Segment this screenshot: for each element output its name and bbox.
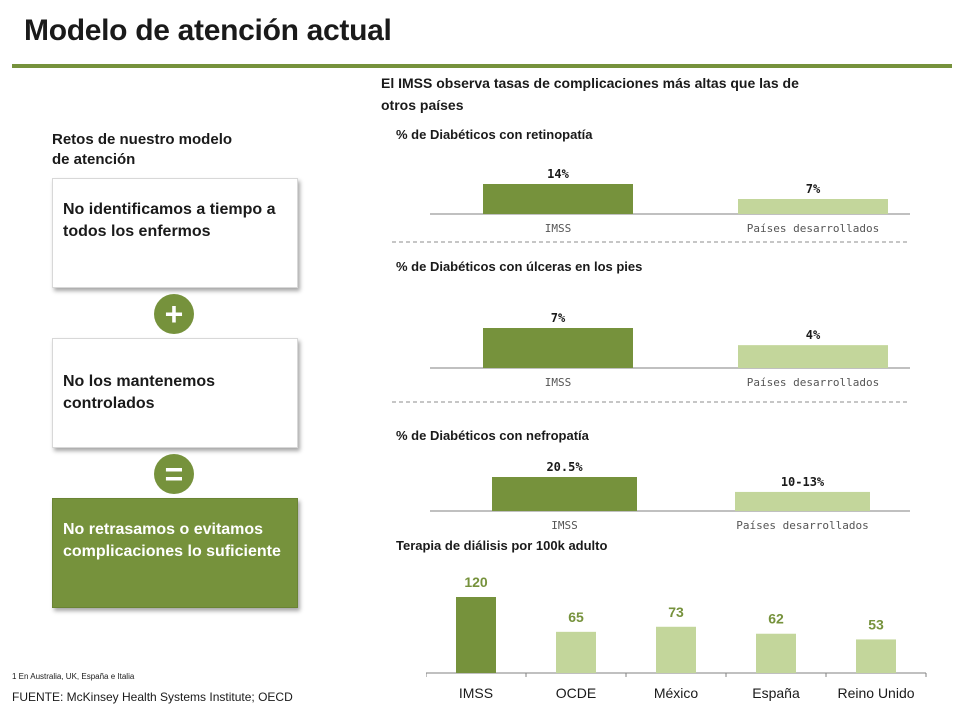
category-label: Países desarrollados bbox=[747, 222, 879, 235]
data-label: 53 bbox=[868, 616, 884, 632]
nephropathy-chart: 20.5% IMSS 10-13% Países desarrollados bbox=[430, 460, 910, 532]
bar-imss bbox=[483, 184, 633, 214]
bar-países-desarrollados bbox=[738, 345, 888, 368]
bar-países-desarrollados bbox=[735, 491, 870, 511]
category-label: Países desarrollados bbox=[747, 376, 879, 389]
bar-méxico bbox=[656, 626, 696, 673]
chart-2-title: % de Diabéticos con úlceras en los pies bbox=[396, 259, 643, 274]
bar-ocde bbox=[556, 631, 596, 673]
retinopathy-chart: 14% IMSS 7% Países desarrollados bbox=[430, 167, 910, 235]
dialysis-chart: 120 IMSS 65 OCDE 73 México 62 España 53 Reino Uni… bbox=[426, 574, 927, 701]
data-label: 10-13% bbox=[781, 475, 825, 489]
data-label: 20.5% bbox=[546, 460, 583, 474]
category-label: OCDE bbox=[556, 685, 596, 701]
category-label: Países desarrollados bbox=[736, 519, 868, 532]
equals-icon: = bbox=[154, 454, 194, 494]
data-label: 65 bbox=[568, 609, 584, 625]
separator-2 bbox=[392, 401, 910, 403]
page-title: Modelo de atención actual bbox=[24, 14, 392, 47]
data-label: 4% bbox=[806, 328, 821, 342]
data-label: 62 bbox=[768, 611, 784, 627]
category-label: IMSS bbox=[545, 222, 572, 235]
chart-3-title: % de Diabéticos con nefropatía bbox=[396, 428, 589, 443]
bar-imss bbox=[456, 597, 496, 673]
plus-icon: + bbox=[154, 294, 194, 334]
bar-países-desarrollados bbox=[738, 199, 888, 214]
retos-heading: Retos de nuestro modelo de atención bbox=[52, 131, 233, 168]
data-label: 14% bbox=[547, 167, 569, 181]
bar-imss bbox=[492, 477, 637, 511]
separator-1 bbox=[392, 241, 910, 243]
category-label: IMSS bbox=[545, 376, 572, 389]
chart-1-title: % de Diabéticos con retinopatía bbox=[396, 127, 593, 142]
data-label: 7% bbox=[806, 182, 821, 196]
challenge-box-2-text: No los mantenemos controlados bbox=[63, 373, 216, 412]
category-label: Reino Unido bbox=[837, 685, 914, 701]
bar-españa bbox=[756, 633, 796, 673]
chart-4-title: Terapia de diálisis por 100k adulto bbox=[396, 538, 608, 553]
challenge-box-1-text: No identificamos a tiempo a todos los en… bbox=[63, 201, 276, 240]
page-subtitle: El IMSS observa tasas de complicaciones … bbox=[381, 75, 799, 113]
foot-ulcer-chart: 7% IMSS 4% Países desarrollados bbox=[430, 311, 910, 389]
category-label: España bbox=[752, 685, 800, 701]
challenge-box-1: No identificamos a tiempo a todos los en… bbox=[52, 178, 298, 288]
challenge-box-2: No los mantenemos controlados bbox=[52, 338, 298, 448]
challenge-box-3: No retrasamos o evitamos complicaciones … bbox=[52, 498, 298, 608]
bar-imss bbox=[483, 328, 633, 368]
title-rule bbox=[12, 64, 952, 68]
data-label: 73 bbox=[668, 604, 684, 620]
bar-reino-unido bbox=[856, 639, 896, 673]
category-label: IMSS bbox=[459, 685, 493, 701]
data-label: 120 bbox=[464, 574, 488, 590]
challenge-box-3-text: No retrasamos o evitamos complicaciones … bbox=[63, 521, 281, 560]
data-label: 7% bbox=[551, 311, 566, 325]
footnote: 1 En Australia, UK, España e Italia bbox=[12, 672, 135, 681]
category-label: México bbox=[654, 685, 699, 701]
source-note: FUENTE: McKinsey Health Systems Institut… bbox=[12, 690, 293, 704]
category-label: IMSS bbox=[551, 519, 578, 532]
